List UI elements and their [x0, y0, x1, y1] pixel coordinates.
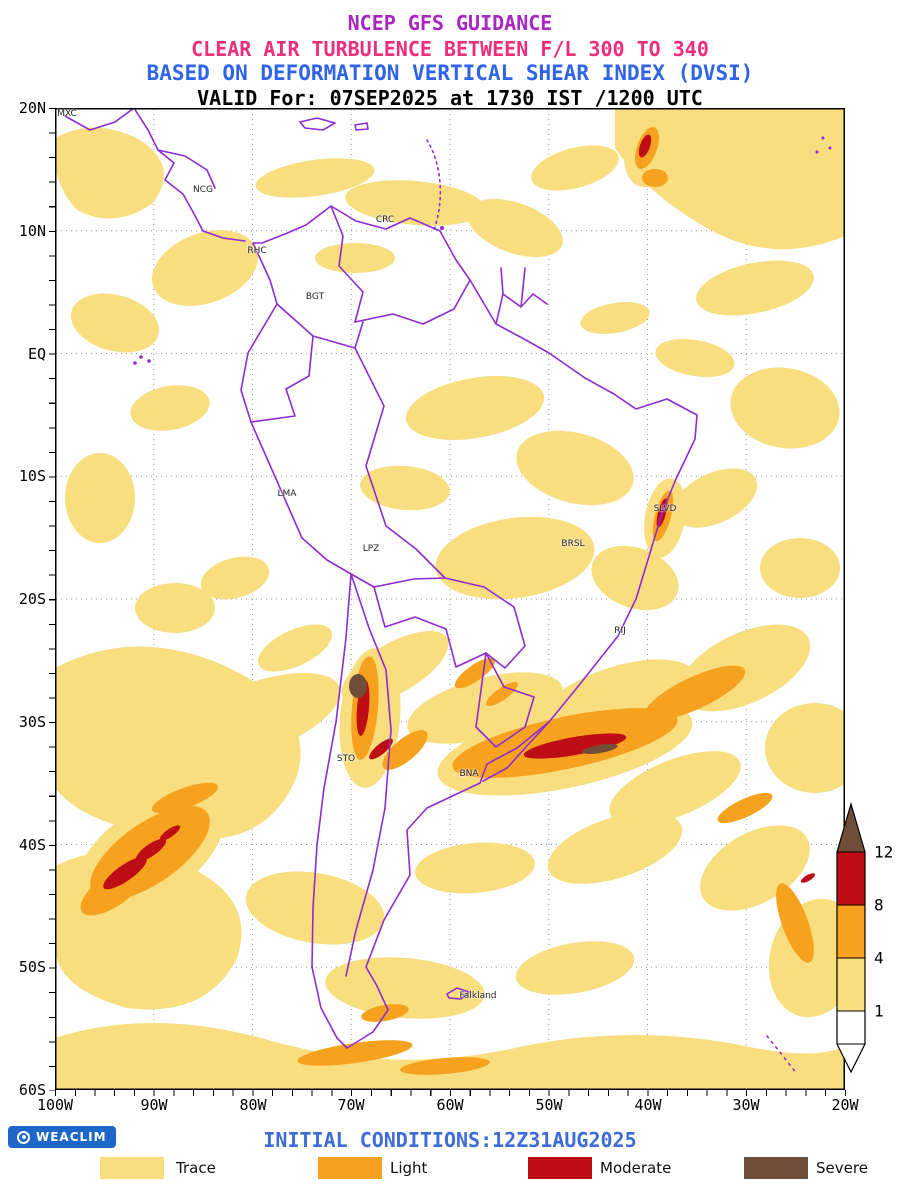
city-label-mxc: MXC: [57, 109, 77, 119]
legend-label-light: Light: [390, 1159, 428, 1177]
lat-label: 60S: [18, 1081, 46, 1099]
honduras-north-coast: [157, 149, 216, 189]
lat-label: 40S: [18, 836, 46, 854]
colorbar-tick-8: 8: [874, 895, 884, 915]
galapagos-islands: [139, 355, 143, 359]
city-label-slvd: SLVD: [653, 504, 677, 514]
border-guianas: [495, 267, 548, 325]
colorbar-tick-12: 12: [874, 842, 894, 862]
coastlines-and-borders: [64, 108, 832, 1075]
south-america-coastline: [240, 205, 698, 1049]
city-label-rhc: RHC: [247, 246, 267, 256]
colorbar: 12 8 4 1: [836, 801, 900, 1084]
city-label-crc: CRC: [375, 215, 395, 225]
south-sandwich-dotted: [766, 1035, 798, 1075]
city-label-bna: BNA: [459, 769, 479, 779]
trinidad-island: [440, 226, 444, 230]
map-svg: [55, 108, 845, 1090]
y-axis-ticks: [49, 108, 55, 1091]
colorbar-tick-1: 1: [874, 1001, 884, 1021]
lon-label: 50W: [535, 1096, 563, 1114]
page-title: NCEP GFS GUIDANCE: [347, 11, 553, 35]
lat-label: 20N: [18, 99, 46, 117]
legend-label-severe: Severe: [816, 1159, 868, 1177]
initial-conditions-label: INITIAL CONDITIONS:12Z31AUG2025: [263, 1128, 637, 1152]
lon-label: 90W: [140, 1096, 168, 1114]
lesser-antilles-dotted: [426, 139, 442, 231]
x-axis-ticks: [55, 1090, 846, 1096]
border-colombia-south: [276, 303, 364, 349]
city-label-brsl: BRSL: [561, 539, 585, 549]
legend: Trace Light Moderate Severe: [0, 1157, 900, 1185]
legend-swatch-moderate: [528, 1157, 592, 1179]
turbulence-severe-layer: [349, 674, 618, 755]
border-venezuela-guyana: [354, 279, 471, 325]
lon-label: 20W: [831, 1096, 859, 1114]
colorbar-tick-4: 4: [874, 948, 884, 968]
lat-label: 30S: [18, 713, 46, 731]
lat-label: 50S: [18, 958, 46, 976]
mexico-coast: [64, 108, 135, 131]
weaclim-logo-icon: [17, 1130, 30, 1144]
lat-label: 10N: [18, 222, 46, 240]
puerto-rico: [354, 122, 369, 131]
valid-time-label: VALID For: 07SEP2025 at 1730 IST /1200 U…: [197, 86, 703, 110]
legend-swatch-severe: [744, 1157, 808, 1179]
border-chile-argentina: [345, 573, 392, 977]
border-paraguay: [475, 652, 535, 748]
border-ecuador-peru: [250, 335, 314, 423]
weaclim-logo-text: WEACLIM: [36, 1130, 107, 1144]
border-uruguay-brazil: [482, 721, 550, 782]
lon-label: 80W: [239, 1096, 267, 1114]
city-label-ncg: NCG: [193, 185, 213, 195]
central-america-coastline: [133, 108, 246, 242]
lat-label: 10S: [18, 467, 46, 485]
weaclim-logo: WEACLIM: [8, 1126, 116, 1148]
city-label-lpz: LPZ: [362, 544, 380, 554]
lat-label: 20S: [18, 590, 46, 608]
legend-label-moderate: Moderate: [600, 1159, 672, 1177]
map-canvas: [55, 108, 845, 1090]
city-label-sto: STO: [336, 754, 356, 764]
border-peru-bolivia: [350, 573, 446, 588]
page-subtitle: CLEAR AIR TURBULENCE BETWEEN F/L 300 TO …: [191, 37, 709, 61]
hispaniola: [299, 117, 336, 131]
city-label-rij: RIJ: [614, 626, 626, 636]
colorbar-svg: [836, 801, 866, 1074]
falkland-islands: [446, 987, 470, 1000]
lon-label: 60W: [436, 1096, 464, 1114]
border-colombia-venezuela: [330, 205, 364, 323]
city-label-falkland: Falkland: [459, 991, 497, 1001]
lon-label: 40W: [634, 1096, 662, 1114]
legend-label-trace: Trace: [176, 1159, 216, 1177]
lon-label: 30W: [732, 1096, 760, 1114]
lon-label: 70W: [337, 1096, 365, 1114]
lat-label: EQ: [27, 345, 46, 363]
legend-swatch-trace: [100, 1157, 164, 1179]
legend-swatch-light: [318, 1157, 382, 1179]
map-frame-border: [55, 108, 845, 1090]
turbulence-moderate-layer: [103, 134, 816, 890]
city-label-lma: LMA: [277, 489, 297, 499]
lon-label: 100W: [36, 1096, 74, 1114]
page-subtitle-2: BASED ON DEFORMATION VERTICAL SHEAR INDE…: [146, 61, 754, 85]
city-label-bgt: BGT: [305, 292, 325, 302]
border-peru-brazil: [354, 347, 446, 579]
